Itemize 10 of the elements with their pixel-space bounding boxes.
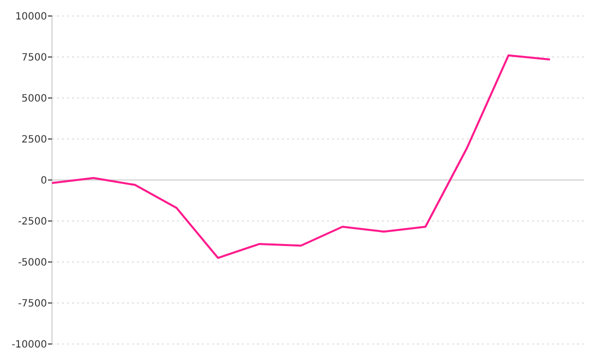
y-tick-label: 0 xyxy=(40,176,47,186)
y-tick-label: -5000 xyxy=(18,258,47,268)
y-tick-label: 2500 xyxy=(22,134,47,146)
y-tick-label: -10000 xyxy=(12,340,47,350)
y-tick-label: 10000 xyxy=(15,12,47,22)
y-tick-label: 7500 xyxy=(22,52,47,64)
line-series xyxy=(51,54,551,259)
y-tick-label: -7500 xyxy=(18,298,47,310)
y-tick-label: 5000 xyxy=(22,94,47,104)
y-tick-label: -2500 xyxy=(18,216,47,228)
